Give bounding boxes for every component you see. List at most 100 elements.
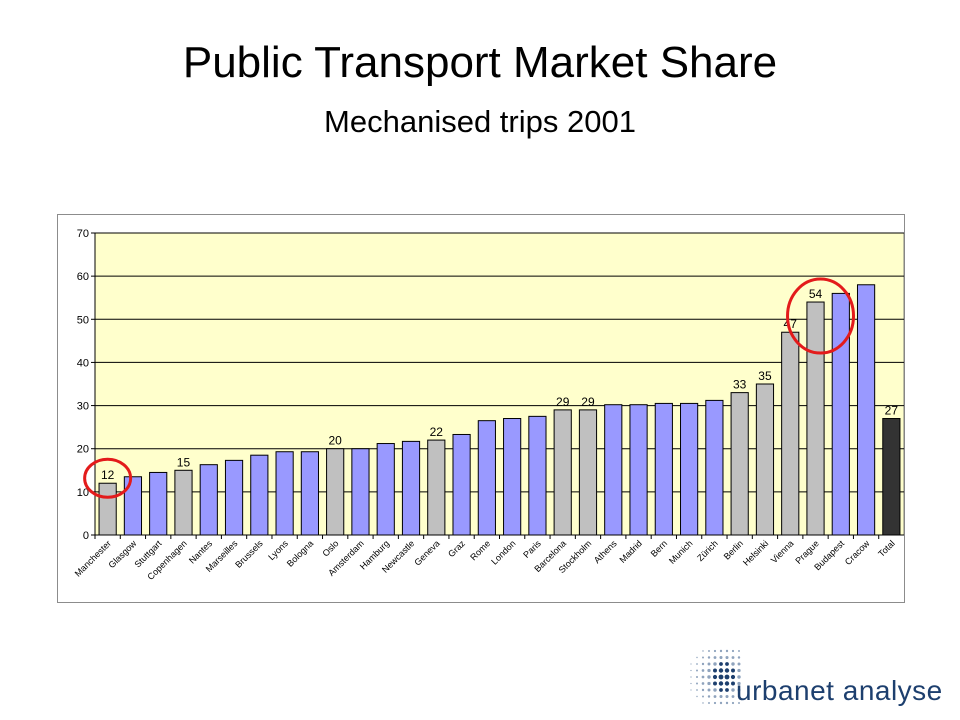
logo-dot [738,650,740,652]
logo-dot [713,649,717,653]
logo-dot [713,688,717,692]
bar-bern [654,402,673,536]
bar-munich [680,402,699,536]
logo-dot [707,688,711,692]
logo-dot [731,695,735,698]
logo-dot [725,694,729,699]
logo-dot [724,668,730,673]
data-label: 35 [758,369,772,383]
bar-manchester [98,482,117,536]
logo-dot [701,682,705,685]
x-tick-label: Cracow [843,538,872,567]
bar-chart: 010203040506070ManchesterGlasgowStuttgar… [73,228,905,582]
data-label: 22 [430,425,444,439]
logo-dot [702,702,704,704]
logo-dot [701,662,705,666]
logo-text: urbanet analyse [736,675,943,706]
logo-dot [713,701,717,705]
logo-dot [690,663,692,665]
bar-glasgow [123,476,143,536]
y-tick-label: 0 [83,530,89,542]
logo-dot [713,668,717,673]
bar-rome [477,420,496,536]
bar-helsinki [755,383,775,536]
y-tick-label: 30 [77,401,89,413]
bar-nantes [199,464,218,536]
logo-dot [702,650,704,652]
bar-graz [452,433,471,536]
data-label: 15 [177,455,191,469]
x-tick-label: London [489,538,517,566]
logo-dot [724,681,730,686]
logo-dot [713,695,717,698]
bar-oslo [326,448,345,536]
logo-dot [731,662,735,666]
highlight-circle [83,457,133,499]
data-label: 29 [581,395,595,409]
bar-berlin [730,392,749,536]
logo-dot-grid-icon [690,649,741,705]
x-tick-label: Athens [592,538,619,565]
x-tick-label: Berlin [722,538,745,561]
logo-dot [737,668,741,673]
logo-dot [737,681,741,686]
logo-dot [731,688,735,692]
logo-dot [708,650,710,652]
logo-dot [719,662,723,666]
x-tick-label: Total [876,538,897,559]
logo-dot [690,676,692,678]
logo-dot [707,656,711,659]
page-subtitle: Mechanised trips 2001 [324,104,636,139]
data-label: 20 [328,434,342,448]
logo-dot [719,649,723,653]
logo-dot [707,675,711,679]
logo-dot [696,656,698,659]
logo-dot [731,649,735,653]
logo-dot [707,668,711,673]
x-tick-label: Brussels [233,538,265,570]
bar-bologna [300,451,319,536]
bar-paris [528,415,547,536]
bar-budapest [831,292,850,536]
logo-dot [724,674,730,680]
bar-geneva [427,439,446,536]
bar-copenhagen [174,469,193,536]
bar-hamburg [376,443,395,536]
bar-london [503,418,522,536]
data-label: 27 [885,404,899,418]
x-tick-label: Manchester [73,538,113,578]
bar-athens [604,404,623,536]
logo-dot [737,662,741,666]
logo-dot [707,695,711,698]
page-title: Public Transport Market Share [182,38,778,87]
bar-stockholm [578,409,598,536]
logo-dot [737,695,741,698]
logo-dot [701,669,705,672]
logo-dot [725,701,729,705]
bar-zürich [705,399,724,536]
logo-dot [725,655,729,660]
logo-dot [719,694,723,699]
logo-dot [707,681,711,686]
x-tick-label: Vienna [769,538,796,565]
bar-cracow [856,284,876,536]
x-tick-label: Geneva [412,538,441,567]
x-tick-label: Bern [649,538,670,559]
bar-madrid [629,404,648,536]
bar-marseilles [224,459,244,536]
bar-barcelona [553,409,572,536]
x-tick-label: Munich [667,538,695,566]
logo-dot [702,656,704,659]
logo-dot [696,689,698,691]
x-tick-label: Bologna [285,538,315,568]
x-tick-label: Zürich [695,538,720,563]
bar-brussels [250,454,269,536]
logo-dot [713,656,717,659]
bar-vienna [781,331,800,536]
logo-dot [708,702,710,704]
data-label: 12 [101,468,115,482]
logo-dot [731,701,735,705]
logo-dot [696,695,698,698]
logo-dot [737,675,741,679]
data-label: 29 [556,395,570,409]
